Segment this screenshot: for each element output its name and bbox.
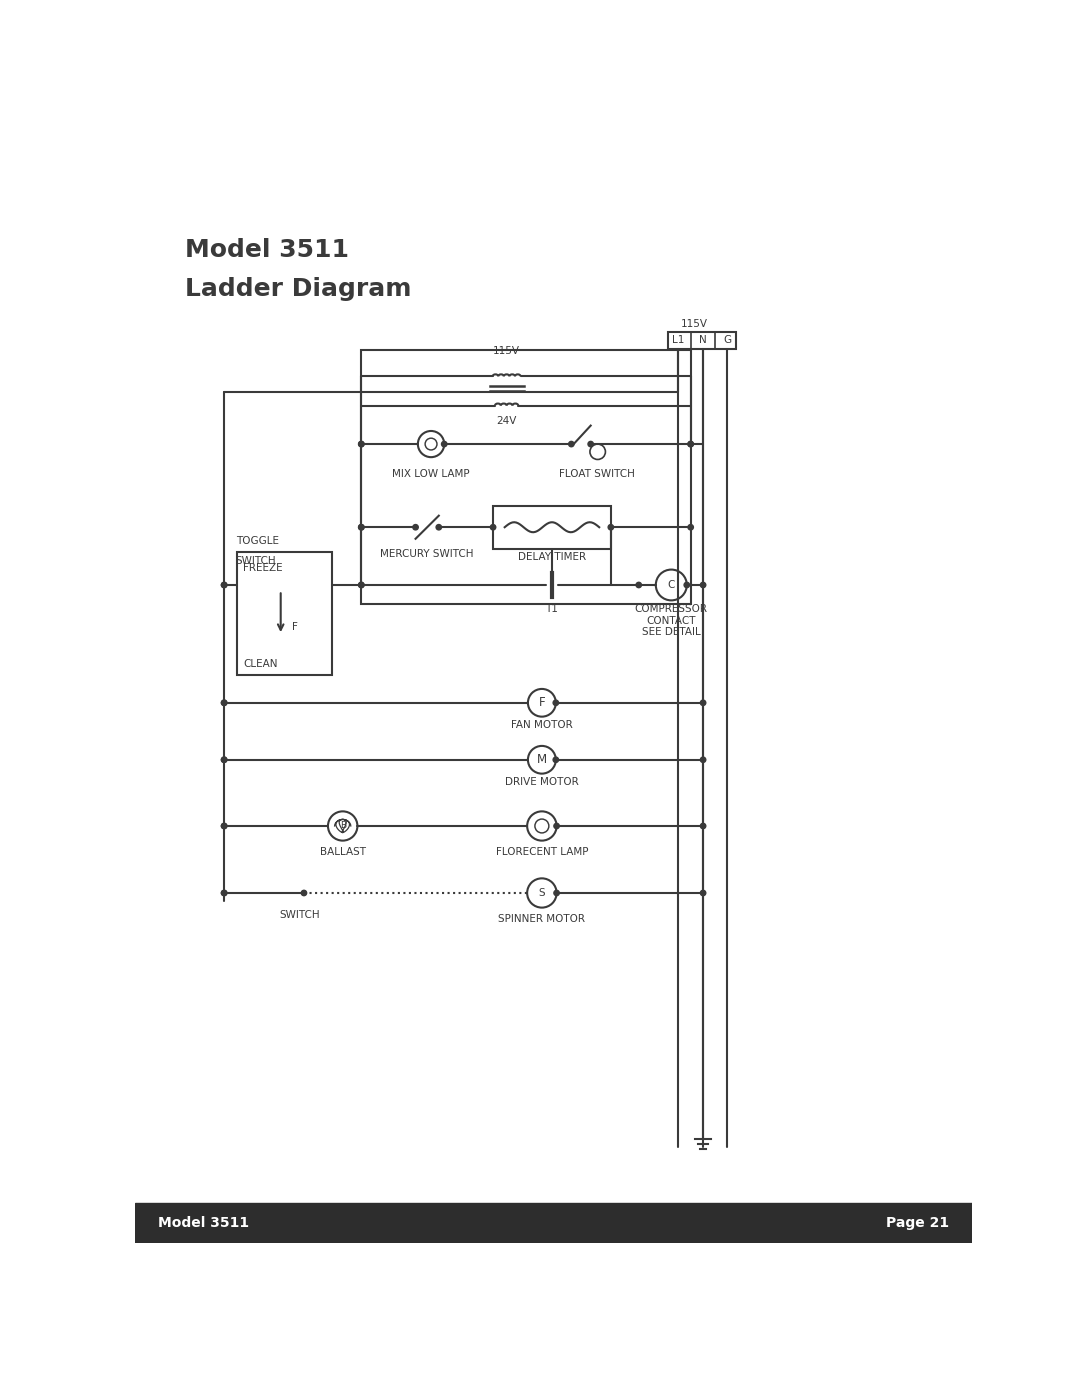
Circle shape [684, 583, 689, 588]
Circle shape [490, 524, 496, 529]
Circle shape [359, 524, 364, 529]
Text: MERCURY SWITCH: MERCURY SWITCH [380, 549, 474, 559]
Circle shape [688, 524, 693, 529]
Circle shape [700, 700, 706, 705]
Circle shape [436, 524, 442, 529]
Circle shape [568, 441, 575, 447]
Text: F: F [292, 622, 298, 633]
Circle shape [359, 524, 364, 529]
Circle shape [688, 441, 693, 447]
Text: F: F [539, 696, 545, 710]
Circle shape [553, 700, 558, 705]
Circle shape [442, 441, 447, 447]
Bar [135, 1203, 972, 1243]
Circle shape [221, 757, 227, 763]
Circle shape [553, 757, 558, 763]
Circle shape [221, 583, 227, 588]
Text: CLEAN: CLEAN [243, 659, 278, 669]
Circle shape [588, 441, 593, 447]
Text: G: G [723, 335, 731, 345]
Circle shape [221, 890, 227, 895]
Text: SPINNER MOTOR: SPINNER MOTOR [498, 914, 585, 923]
Circle shape [221, 823, 227, 828]
Circle shape [688, 441, 693, 447]
Bar [362, 351, 691, 605]
Text: 115V: 115V [681, 319, 708, 328]
Text: FLORECENT LAMP: FLORECENT LAMP [496, 847, 589, 856]
Text: SWITCH: SWITCH [235, 556, 276, 566]
Text: Model 3511: Model 3511 [186, 239, 349, 263]
Text: L1: L1 [672, 335, 685, 345]
Circle shape [359, 441, 364, 447]
Circle shape [221, 583, 227, 588]
Text: SWITCH: SWITCH [280, 909, 321, 919]
Circle shape [608, 524, 613, 529]
Text: B: B [339, 821, 346, 830]
Text: BALLAST: BALLAST [320, 847, 366, 856]
Text: M: M [537, 753, 546, 767]
Circle shape [554, 890, 559, 895]
Text: FREEZE: FREEZE [243, 563, 283, 573]
Text: FAN MOTOR: FAN MOTOR [511, 719, 572, 729]
Text: Ladder Diagram: Ladder Diagram [186, 277, 411, 300]
Circle shape [221, 890, 227, 895]
Text: 115V: 115V [494, 345, 521, 355]
Text: T1: T1 [545, 605, 558, 615]
Text: SEE DETAIL: SEE DETAIL [642, 627, 701, 637]
Circle shape [413, 524, 418, 529]
Circle shape [221, 700, 227, 705]
Bar [238, 552, 332, 675]
Text: Page 21: Page 21 [886, 1217, 948, 1231]
Circle shape [221, 757, 227, 763]
Circle shape [221, 700, 227, 705]
Text: 24V: 24V [497, 415, 517, 426]
Circle shape [301, 890, 307, 895]
Circle shape [359, 441, 364, 447]
Circle shape [554, 823, 559, 828]
Circle shape [700, 757, 706, 763]
Text: S: S [539, 888, 545, 898]
Text: COMPRESSOR: COMPRESSOR [635, 605, 707, 615]
Circle shape [700, 823, 706, 828]
Text: TOGGLE: TOGGLE [235, 535, 279, 546]
Circle shape [359, 583, 364, 588]
Circle shape [221, 823, 227, 828]
Circle shape [700, 583, 706, 588]
Text: C: C [667, 580, 675, 590]
Text: MIX LOW LAMP: MIX LOW LAMP [392, 469, 470, 479]
Bar [669, 331, 737, 349]
Circle shape [700, 890, 706, 895]
Circle shape [636, 583, 642, 588]
Text: DRIVE MOTOR: DRIVE MOTOR [505, 777, 579, 787]
Circle shape [359, 583, 364, 588]
Text: DELAY TIMER: DELAY TIMER [518, 552, 586, 562]
Text: Model 3511: Model 3511 [159, 1217, 249, 1231]
Text: FLOAT SWITCH: FLOAT SWITCH [559, 469, 635, 479]
Text: CONTACT: CONTACT [647, 616, 696, 626]
Text: N: N [699, 335, 707, 345]
Bar [494, 506, 611, 549]
